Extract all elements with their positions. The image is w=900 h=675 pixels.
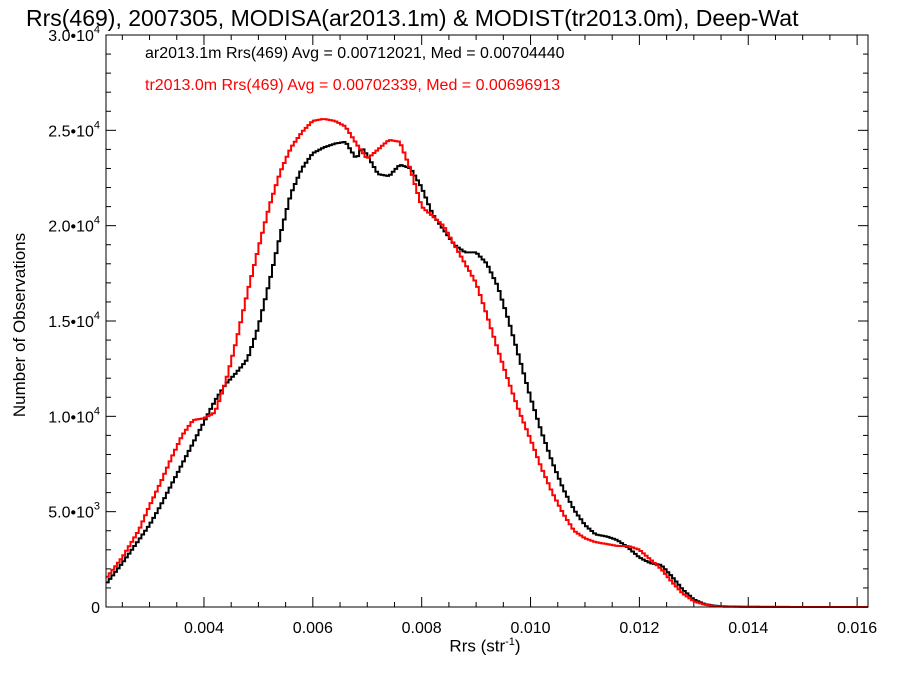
plot-frame (105, 34, 869, 608)
y-tick-label: 5.0•103 (48, 501, 100, 522)
x-tick-label: 0.006 (293, 620, 333, 637)
series-line-ar2013.1m (106, 141, 868, 608)
x-axis-label-exponent: -1 (505, 636, 515, 648)
y-tick-label: 2.0•104 (48, 215, 100, 236)
chart-title: Rrs(469), 2007305, MODISA(ar2013.1m) & M… (26, 5, 799, 31)
x-axis-label: Rrs (str-1) (449, 636, 520, 657)
x-tick-label: 0.008 (402, 620, 442, 637)
y-axis-label: Number of Observations (10, 232, 29, 418)
annotation-ar2013: ar2013.1m Rrs(469) Avg = 0.00712021, Med… (145, 45, 565, 62)
annotation-tr2013: tr2013.0m Rrs(469) Avg = 0.00702339, Med… (145, 77, 561, 94)
y-tick-label: 1.0•104 (48, 405, 100, 426)
x-tick-label: 0.004 (184, 620, 224, 637)
y-tick-label: 3.0•104 (48, 24, 100, 45)
x-tick-label: 0.016 (837, 620, 877, 637)
y-tick-label: 2.5•104 (48, 119, 100, 140)
y-tick-label: 0 (91, 600, 100, 617)
x-axis-label-tail: ) (514, 636, 521, 656)
series-line-tr2013.0m (106, 118, 868, 608)
x-axis-label-main: Rrs (str (449, 636, 506, 656)
y-tick-label: 1.5•104 (48, 310, 100, 331)
x-tick-label: 0.010 (511, 620, 551, 637)
x-tick-label: 0.012 (619, 620, 659, 637)
series-layer (106, 118, 868, 608)
x-tick-label: 0.014 (728, 620, 768, 637)
axis-ticks: 0.004 0.006 0.008 0.010 0.012 0.014 0.016 0 5.0•… (48, 24, 877, 637)
